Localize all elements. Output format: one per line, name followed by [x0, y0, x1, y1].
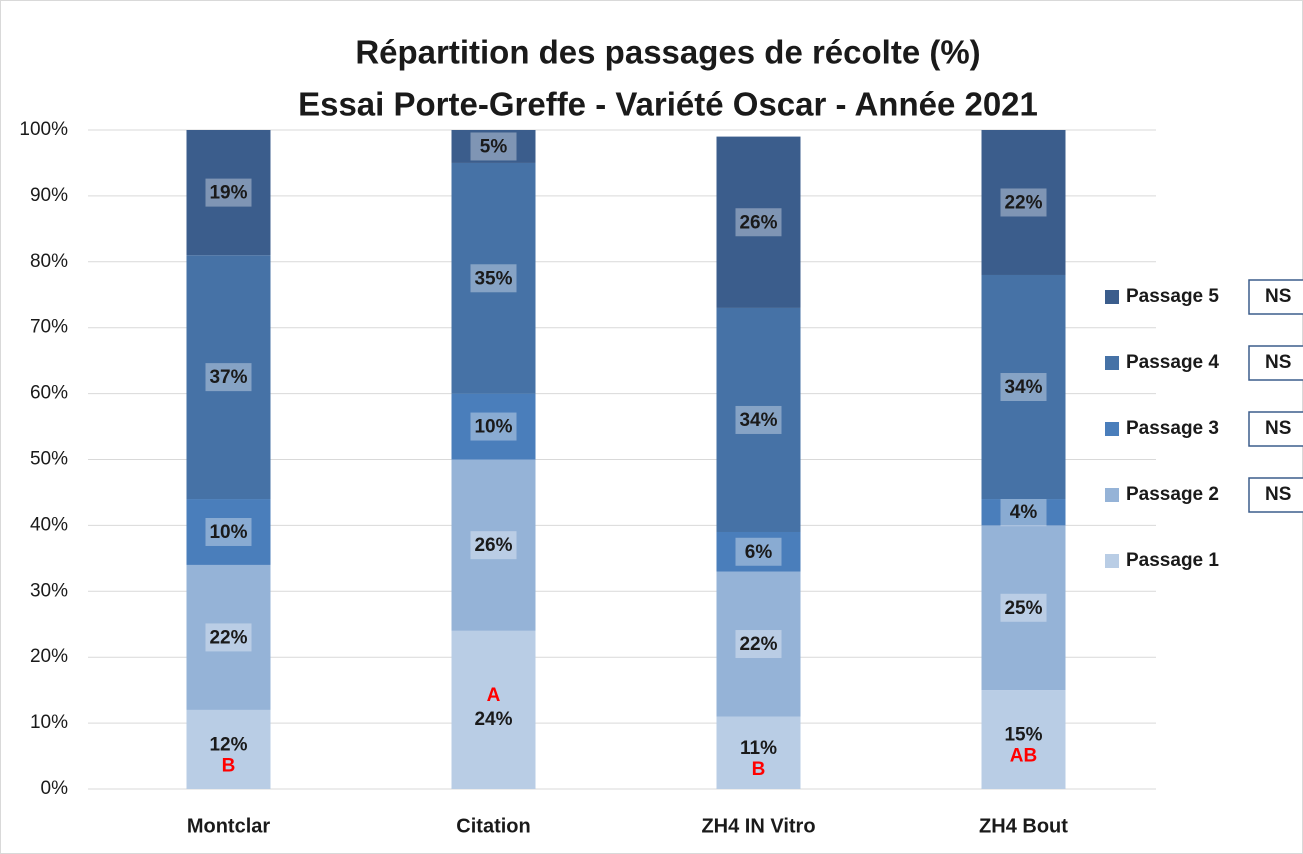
value-label: 26% — [474, 535, 512, 556]
value-label: 4% — [1010, 502, 1038, 523]
y-tick-label: 90% — [30, 185, 68, 206]
value-label: 12% — [209, 734, 247, 755]
stat-box — [1248, 477, 1303, 513]
value-label: 22% — [209, 627, 247, 648]
legend-swatch — [1105, 422, 1119, 436]
bar-segment — [186, 130, 271, 256]
legend-swatch — [1105, 356, 1119, 370]
bar-segment — [451, 393, 536, 460]
value-label: 26% — [739, 212, 777, 233]
bar-segment — [186, 709, 271, 789]
y-tick-label: 0% — [41, 778, 69, 799]
legend-label: Passage 4 — [1126, 352, 1219, 373]
significance-letter: B — [222, 755, 236, 776]
x-tick-label: ZH4 Bout — [979, 815, 1068, 837]
chart-title: Répartition des passages de récolte (%) — [355, 34, 980, 71]
chart-subtitle: Essai Porte-Greffe - Variété Oscar - Ann… — [298, 86, 1038, 123]
label-box — [735, 208, 782, 237]
bar-segment — [716, 716, 801, 789]
label-box — [205, 178, 252, 207]
stat-label: NS — [1265, 484, 1291, 505]
value-label: 37% — [209, 367, 247, 388]
legend-swatch — [1105, 554, 1119, 568]
legend-swatch — [1105, 290, 1119, 304]
value-label: 5% — [480, 136, 508, 157]
legend-label: Passage 5 — [1126, 286, 1219, 307]
x-tick-label: Montclar — [187, 815, 271, 837]
value-label: 22% — [739, 634, 777, 655]
y-tick-label: 50% — [30, 449, 68, 470]
bar-segment — [451, 630, 536, 789]
label-box — [1000, 373, 1047, 402]
bar-segment — [186, 255, 271, 500]
value-label: 35% — [474, 268, 512, 289]
value-label: 11% — [740, 738, 777, 759]
y-tick-label: 30% — [30, 580, 68, 601]
bar-segment — [186, 499, 271, 565]
label-box — [1000, 188, 1047, 217]
value-label: 10% — [209, 522, 247, 543]
label-box — [735, 630, 782, 659]
label-box — [205, 623, 252, 652]
bar-segment — [716, 307, 801, 532]
legend-label: Passage 1 — [1126, 550, 1219, 571]
legend-label: Passage 3 — [1126, 418, 1219, 439]
value-label: 19% — [209, 183, 247, 204]
bar-segment — [981, 274, 1066, 500]
value-label: 25% — [1004, 598, 1042, 619]
bar-segment — [451, 162, 536, 394]
y-tick-label: 20% — [30, 646, 68, 667]
y-tick-label: 10% — [30, 712, 68, 733]
label-box — [470, 264, 517, 293]
bar-segment — [981, 690, 1066, 789]
bar-segment — [451, 459, 536, 631]
bar-segment — [186, 564, 271, 710]
stat-label: NS — [1265, 418, 1291, 439]
y-tick-label: 80% — [30, 251, 68, 272]
value-label: 10% — [474, 417, 512, 438]
label-box — [470, 531, 517, 560]
legend-swatch — [1105, 488, 1119, 502]
label-box — [735, 537, 782, 566]
value-label: 34% — [1004, 377, 1042, 398]
bar-segment — [981, 499, 1066, 526]
bar-segment — [981, 525, 1066, 691]
value-label: 34% — [739, 410, 777, 431]
label-box — [205, 363, 252, 392]
bar-segment — [981, 130, 1066, 275]
stat-box — [1248, 279, 1303, 315]
value-label: 22% — [1004, 193, 1042, 214]
bar-segment — [716, 571, 801, 717]
label-box — [470, 412, 517, 441]
significance-letter: B — [752, 759, 766, 780]
value-label: 15% — [1004, 725, 1042, 746]
stat-box — [1248, 345, 1303, 381]
bar-segment — [451, 130, 536, 163]
x-tick-label: ZH4 IN Vitro — [701, 815, 815, 837]
label-box — [470, 132, 517, 161]
bar-segment — [716, 531, 801, 572]
label-box — [735, 405, 782, 434]
stat-label: NS — [1265, 286, 1291, 307]
value-label: 6% — [745, 542, 773, 563]
stat-box — [1248, 411, 1303, 447]
label-box — [1000, 593, 1047, 622]
label-box — [205, 517, 252, 546]
legend-label: Passage 2 — [1126, 484, 1219, 505]
bar-segment — [716, 136, 801, 308]
significance-letter: AB — [1010, 746, 1037, 767]
significance-letter: A — [487, 685, 501, 706]
value-label: 24% — [474, 709, 512, 730]
stat-label: NS — [1265, 352, 1291, 373]
x-tick-label: Citation — [456, 815, 530, 837]
y-tick-label: 60% — [30, 383, 68, 404]
y-tick-label: 40% — [30, 514, 68, 535]
y-tick-label: 100% — [19, 119, 68, 140]
y-tick-label: 70% — [30, 317, 68, 338]
label-box — [1000, 498, 1047, 527]
